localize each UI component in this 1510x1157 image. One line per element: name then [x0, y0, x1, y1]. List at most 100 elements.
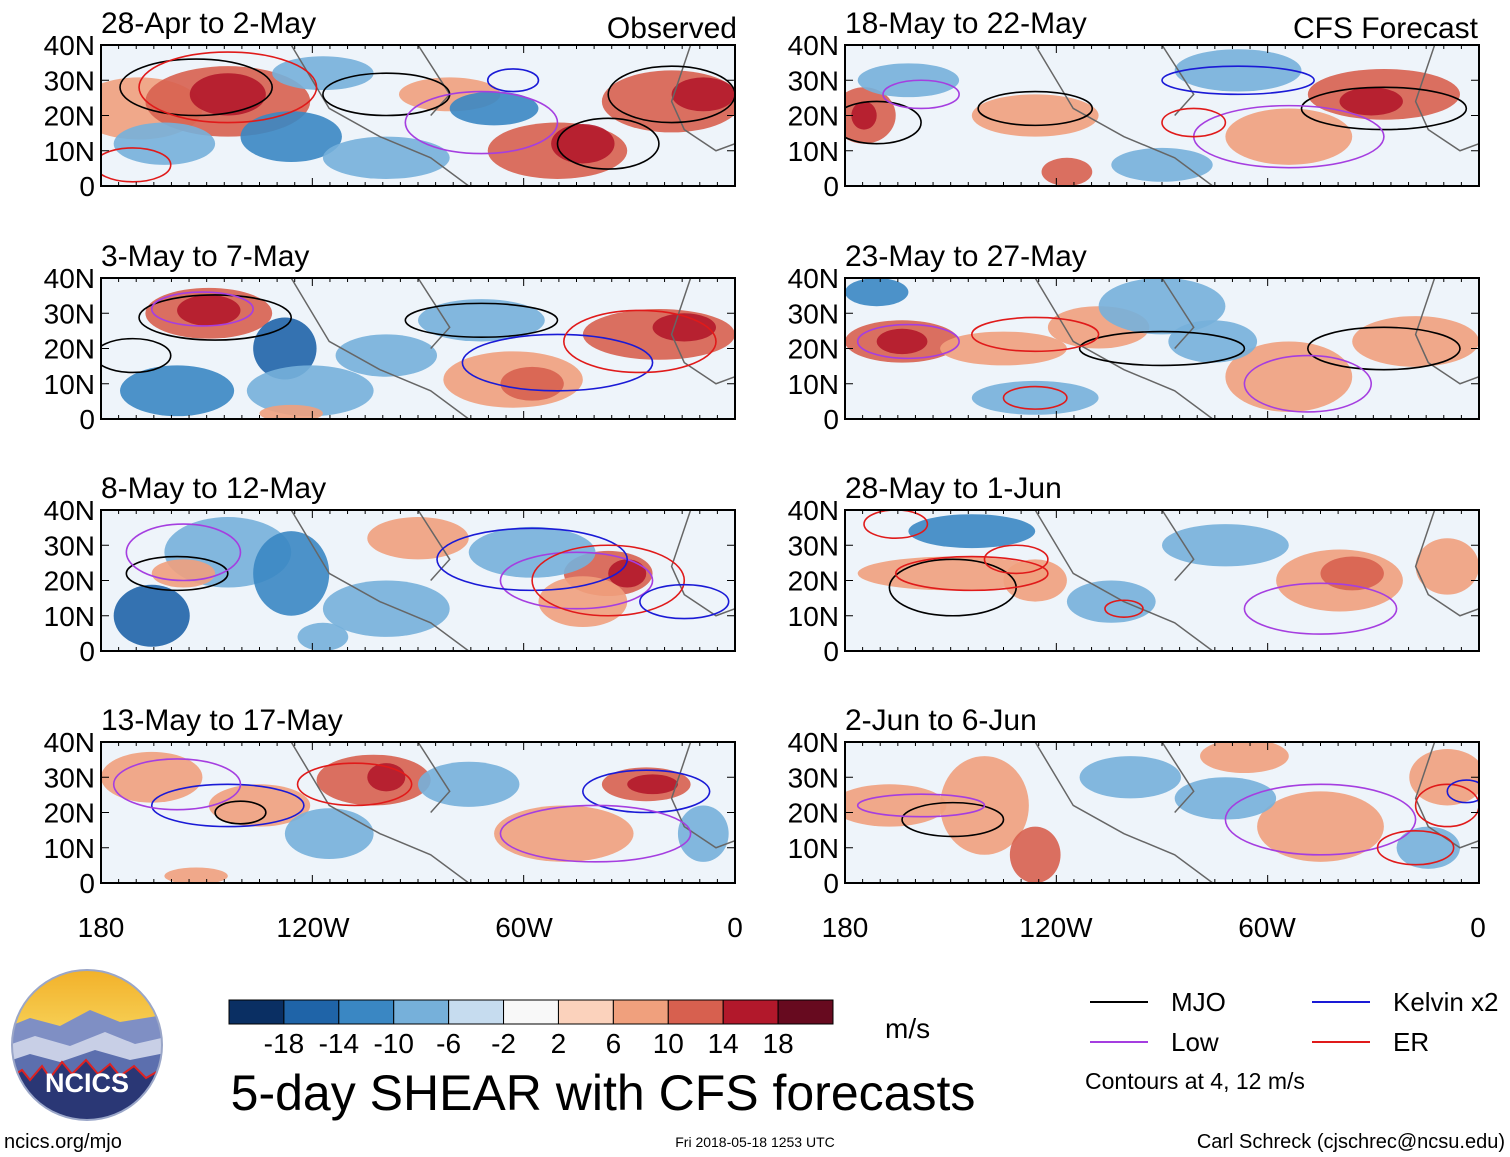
wave-contour [901, 801, 1005, 838]
panel-title: 13-May to 17-May [101, 704, 343, 737]
wave-contour [138, 51, 318, 124]
lat-label: 10N [788, 833, 839, 864]
legend-label-mjo: MJO [1171, 987, 1226, 1017]
shear-anomaly-area [253, 531, 330, 616]
map-panel: 40N 30N 20N 10N 0 28-Apr to 2-May [44, 7, 736, 202]
lat-label: 20N [788, 101, 839, 132]
coastline [290, 510, 735, 651]
shear-anomaly-area [1079, 756, 1182, 799]
panel-title: 28-May to 1-Jun [845, 472, 1062, 505]
lat-label: 40N [788, 727, 839, 758]
shear-anomaly-area [259, 404, 323, 419]
shear-anomaly-area [845, 278, 909, 307]
lat-label: 20N [44, 101, 95, 132]
legend: MJO Kelvin x2 Low ER Contours at 4, 12 m… [1085, 987, 1499, 1094]
wave-contour [1104, 599, 1144, 618]
coastline [290, 742, 735, 883]
shear-anomaly-area [1339, 87, 1403, 116]
map-panel: 40N 30N 20N 10N 0 3-May to 7-May [44, 240, 736, 435]
shear-anomaly-area [1111, 147, 1213, 182]
map-panel: 40N 30N 20N 10N 0 2-Jun to 6-Jun [788, 704, 1480, 899]
wave-contour [112, 758, 242, 811]
lat-label: 30N [788, 762, 839, 793]
footer-url[interactable]: ncics.org/mjo [4, 1131, 122, 1153]
legend-label-kelvin: Kelvin x2 [1393, 987, 1499, 1017]
shear-anomaly-area [335, 334, 438, 377]
colorbar-label: 2 [551, 1028, 567, 1059]
colorbar-label: 6 [606, 1028, 622, 1059]
wave-contour [1376, 830, 1455, 866]
colorbar-swatch [283, 999, 340, 1025]
wave-contour [101, 147, 172, 183]
legend-label-low: Low [1171, 1027, 1219, 1057]
lat-label: 40N [44, 727, 95, 758]
lat-label: 40N [788, 495, 839, 526]
shear-anomaly-area [1174, 49, 1302, 92]
colorbar-swatch [777, 999, 834, 1025]
panel-title: 28-Apr to 2-May [101, 7, 316, 40]
colorbar-swatch [448, 999, 505, 1025]
lon-label: 0 [727, 912, 743, 943]
shear-anomaly-area [1009, 826, 1061, 883]
shear-anomaly-area [1041, 157, 1093, 186]
shear-anomaly-area [240, 111, 342, 163]
shear-anomaly-area [1225, 108, 1353, 165]
map-panel: 40N 30N 20N 10N 0 8-May to 12-May [44, 472, 736, 667]
lon-label: 120W [1019, 912, 1093, 943]
lat-label: 40N [788, 263, 839, 294]
panel-title: 2-Jun to 6-Jun [845, 704, 1037, 737]
colorbar-label: -10 [373, 1028, 413, 1059]
wave-contour [150, 291, 254, 327]
lon-label: 180 [822, 912, 869, 943]
shear-anomaly-area [608, 559, 647, 588]
lat-label: 20N [44, 334, 95, 365]
colorbar-swatch [393, 999, 450, 1025]
lat-label: 30N [788, 298, 839, 329]
lon-label: 60W [1238, 912, 1296, 943]
wave-contour [894, 555, 1049, 592]
shear-anomaly-area [845, 784, 947, 827]
shear-anomaly-area [671, 77, 735, 112]
shear-anomaly-area [908, 514, 1036, 549]
wave-contour [101, 337, 172, 374]
shear-anomaly-area [1352, 316, 1479, 367]
shear-anomaly-area [876, 328, 928, 355]
wave-contour [119, 58, 273, 117]
wave-contour [404, 302, 559, 339]
shear-anomaly-area [1003, 559, 1067, 602]
lat-label: 10N [44, 136, 95, 167]
lat-label: 30N [788, 65, 839, 96]
colorbar-label: 10 [653, 1028, 684, 1059]
shear-anomaly-area [652, 313, 716, 342]
wave-contour [486, 68, 540, 93]
shear-anomaly-area [297, 622, 349, 651]
lat-label: 20N [788, 334, 839, 365]
shear-anomaly-area [418, 761, 520, 807]
lat-label: 0 [79, 404, 95, 435]
colorbar-swatch [667, 999, 724, 1025]
observed-label: Observed [607, 12, 737, 45]
lat-label: 40N [44, 30, 95, 61]
wave-contour [563, 309, 717, 374]
wave-contour [531, 544, 686, 617]
shear-anomaly-area [418, 299, 545, 342]
colorbar-unit: m/s [885, 1013, 930, 1044]
wave-contour [125, 555, 229, 592]
wave-contour [977, 90, 1094, 127]
wave-contour [461, 333, 654, 392]
lat-label: 40N [44, 495, 95, 526]
contour-note: Contours at 4, 12 m/s [1085, 1068, 1305, 1094]
wave-contour [436, 527, 629, 592]
shear-anomaly-area [322, 136, 450, 179]
coastline [290, 278, 735, 419]
colorbar-swatch [228, 999, 285, 1025]
shear-anomaly-area [971, 380, 1099, 415]
shear-anomaly-area [1396, 826, 1460, 869]
main-title: 5-day SHEAR with CFS forecasts [231, 1065, 976, 1121]
wave-contour [882, 79, 960, 110]
shear-anomaly-area [164, 867, 228, 883]
lat-label: 10N [788, 601, 839, 632]
lat-label: 0 [79, 636, 95, 667]
